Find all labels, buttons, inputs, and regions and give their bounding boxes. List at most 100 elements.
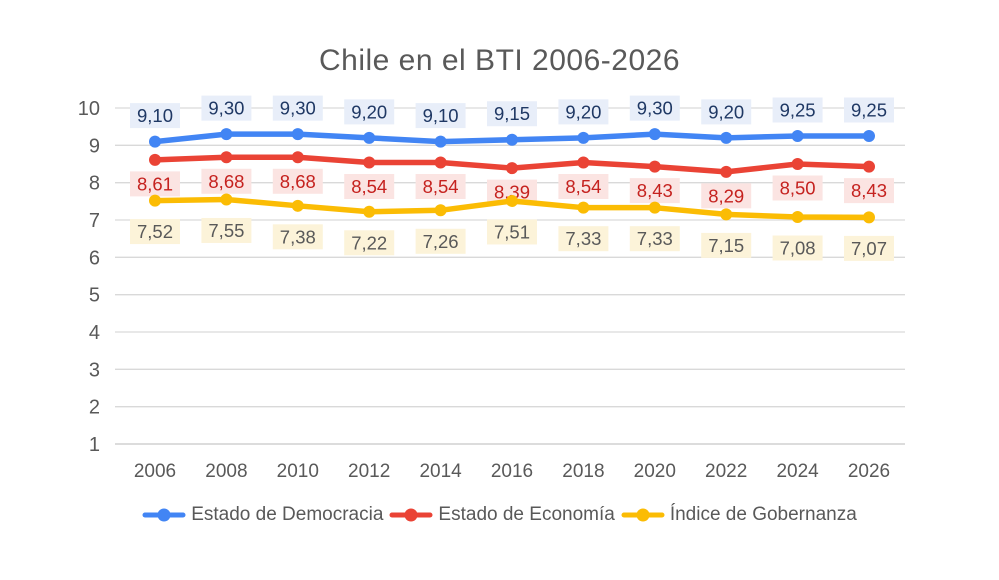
data-label-indice-de-gobernanza: 7,33 [637, 228, 673, 249]
data-point-estado-de-economia [506, 162, 518, 175]
data-label-bg [272, 95, 323, 121]
data-label-bg [701, 183, 752, 209]
x-axis-tick-label: 2024 [776, 461, 819, 482]
data-point-indice-de-gobernanza [220, 193, 233, 206]
data-label-bg [629, 178, 680, 204]
y-axis-tick-label: 1 [89, 434, 100, 456]
data-label-estado-de-economia: 8,43 [637, 180, 673, 201]
x-axis-tick-label: 2022 [705, 461, 747, 482]
data-label-estado-de-democracia: 9,30 [637, 98, 673, 119]
data-label-bg [772, 97, 823, 123]
data-point-indice-de-gobernanza [149, 194, 161, 207]
legend-marker-icon [142, 508, 186, 522]
data-point-indice-de-gobernanza [863, 211, 875, 224]
data-label-bg [558, 99, 609, 125]
data-point-indice-de-gobernanza [506, 194, 518, 207]
data-label-estado-de-economia: 8,54 [565, 176, 601, 197]
x-axis-tick-label: 2026 [848, 461, 890, 482]
data-point-estado-de-democracia [434, 135, 447, 148]
data-point-estado-de-democracia [720, 131, 733, 144]
data-label-bg [487, 219, 537, 245]
data-point-estado-de-economia [434, 156, 447, 169]
data-label-estado-de-democracia: 9,15 [494, 103, 530, 124]
x-axis-tick-label: 2018 [562, 461, 604, 482]
data-label-bg [201, 217, 252, 243]
data-label-estado-de-democracia: 9,25 [851, 100, 887, 121]
data-point-indice-de-gobernanza [720, 208, 733, 221]
data-label-bg [844, 235, 894, 261]
data-point-estado-de-economia [577, 156, 590, 169]
data-label-estado-de-democracia: 9,20 [565, 101, 601, 122]
data-label-bg [130, 219, 180, 245]
y-axis-tick-label: 8 [89, 173, 100, 195]
x-axis-tick-label: 2006 [134, 461, 176, 482]
data-label-estado-de-democracia: 9,30 [208, 98, 244, 119]
data-label-bg [487, 101, 537, 127]
data-point-estado-de-economia [863, 160, 875, 173]
legend-label: Estado de Democracia [191, 504, 384, 525]
y-axis-tick-label: 9 [89, 135, 100, 157]
data-point-indice-de-gobernanza [291, 199, 304, 212]
data-point-estado-de-democracia [291, 128, 304, 141]
data-label-bg [415, 228, 466, 254]
data-label-estado-de-economia: 8,61 [137, 173, 173, 194]
data-label-estado-de-economia: 8,43 [851, 180, 887, 201]
data-label-estado-de-economia: 8,68 [280, 171, 316, 192]
x-axis-tick-label: 2016 [491, 461, 533, 482]
data-label-bg [344, 174, 395, 200]
data-point-estado-de-democracia [220, 128, 233, 141]
y-axis-tick-label: 5 [89, 285, 100, 307]
data-label-indice-de-gobernanza: 7,07 [851, 238, 887, 259]
data-label-estado-de-democracia: 9,10 [137, 105, 173, 126]
data-label-bg [201, 95, 252, 121]
data-label-indice-de-gobernanza: 7,08 [780, 238, 816, 259]
data-label-indice-de-gobernanza: 7,51 [494, 221, 530, 242]
data-label-indice-de-gobernanza: 7,33 [565, 228, 601, 249]
data-label-indice-de-gobernanza: 7,38 [280, 226, 316, 247]
data-label-bg [844, 178, 894, 204]
data-point-estado-de-democracia [648, 128, 661, 141]
data-label-indice-de-gobernanza: 7,55 [208, 220, 244, 241]
data-label-bg [272, 168, 323, 194]
x-axis-tick-label: 2020 [634, 461, 676, 482]
data-label-estado-de-economia: 8,54 [351, 176, 387, 197]
chart-title: Chile en el BTI 2006-2026 [318, 44, 681, 77]
y-axis-tick-label: 7 [89, 210, 100, 232]
data-label-bg [344, 99, 395, 125]
data-label-estado-de-economia: 8,50 [780, 178, 816, 199]
data-point-estado-de-economia [648, 160, 661, 173]
data-point-estado-de-economia [291, 151, 304, 164]
y-axis-tick-label: 3 [89, 359, 100, 381]
data-label-estado-de-democracia: 9,20 [708, 101, 744, 122]
data-point-indice-de-gobernanza [363, 205, 376, 218]
legend-label: Estado de Economía [438, 504, 615, 525]
chart-legend: Estado de Democracia Estado de Economía Ín… [0, 504, 999, 526]
data-point-estado-de-democracia [149, 135, 161, 148]
data-point-estado-de-democracia [791, 130, 804, 142]
data-label-indice-de-gobernanza: 7,26 [423, 231, 459, 252]
y-axis-tick-label: 4 [89, 322, 100, 344]
data-point-estado-de-economia [720, 165, 733, 178]
data-label-bg [629, 95, 680, 121]
data-label-bg [201, 168, 252, 194]
y-axis-tick-label: 2 [89, 397, 100, 419]
y-axis-tick-label: 10 [78, 98, 100, 120]
data-label-bg [844, 97, 894, 123]
data-label-bg [272, 224, 323, 250]
data-point-estado-de-economia [363, 156, 376, 169]
data-label-estado-de-democracia: 9,25 [780, 100, 816, 121]
data-point-estado-de-economia [220, 151, 233, 164]
data-point-indice-de-gobernanza [434, 204, 447, 217]
data-point-estado-de-democracia [363, 131, 376, 144]
data-label-indice-de-gobernanza: 7,15 [708, 235, 744, 256]
data-label-indice-de-gobernanza: 7,22 [351, 232, 387, 253]
data-point-indice-de-gobernanza [577, 201, 590, 214]
data-label-estado-de-economia: 8,39 [494, 182, 530, 203]
data-point-estado-de-democracia [577, 131, 590, 144]
data-label-bg [701, 99, 752, 125]
y-axis-tick-label: 6 [89, 247, 100, 269]
data-label-bg [772, 175, 823, 201]
data-point-estado-de-economia [149, 153, 161, 166]
